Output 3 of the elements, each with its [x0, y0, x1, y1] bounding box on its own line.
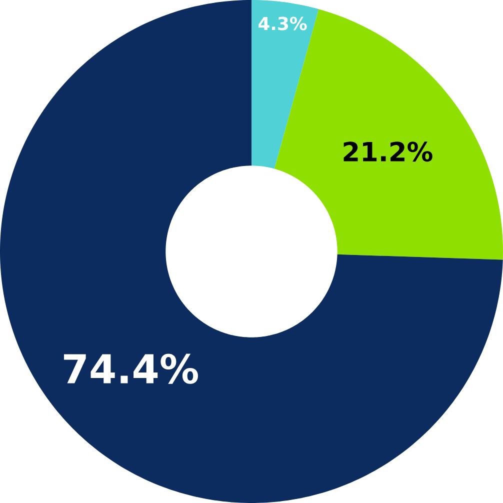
data-label: 4.3% [258, 16, 307, 30]
data-label: 21.2% [344, 142, 432, 162]
data-label: 74.4% [64, 354, 198, 384]
